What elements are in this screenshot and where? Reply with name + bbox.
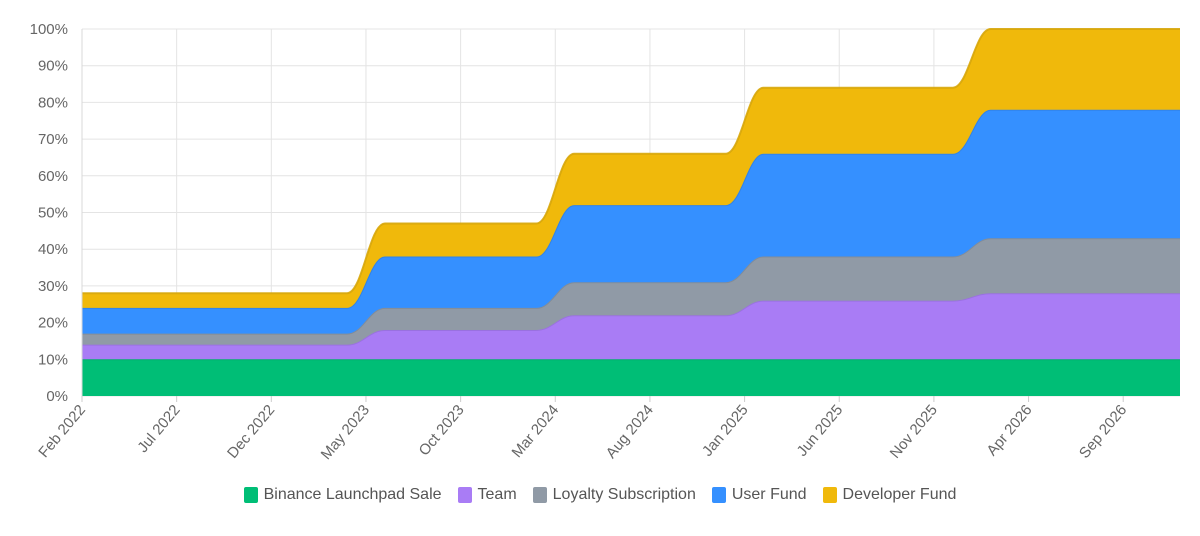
line-developer-fund	[81, 27, 1180, 295]
y-tick-label: 60%	[38, 168, 68, 185]
legend-swatch	[457, 487, 472, 503]
legend-item[interactable]: Developer Fund	[822, 486, 957, 504]
area-user-fund	[82, 109, 1180, 334]
x-tick-label: Aug 2024	[603, 402, 657, 462]
x-tick-label: Apr 2026	[983, 402, 1035, 460]
legend-label: Team	[477, 486, 517, 503]
legend-swatch	[822, 487, 837, 503]
chart-plot: 0% 10% 20% 30% 40% 50% 60% 70% 80% 90% 100% Feb 202…	[30, 21, 1180, 463]
y-tick-label: 80%	[38, 94, 68, 111]
legend-item[interactable]: Binance Launchpad Sale	[243, 486, 442, 504]
area-developer-fund	[82, 29, 1180, 308]
x-tick-label: Jan 2025	[699, 402, 752, 460]
x-tick-label: Mar 2024	[509, 402, 563, 461]
area-binance-launchpad-sale	[82, 359, 1180, 396]
legend-swatch	[243, 487, 258, 503]
area-loyalty-subscription	[82, 238, 1180, 345]
y-tick-label: 10%	[38, 351, 68, 368]
y-tick-label: 30%	[38, 278, 68, 295]
x-tick-label: Dec 2022	[224, 402, 278, 462]
legend-swatch	[711, 487, 726, 503]
x-tick-label: May 2023	[318, 402, 373, 463]
y-tick-label: 70%	[38, 131, 68, 148]
legend: Binance Launchpad Sale Team Loyalty Subscr…	[0, 486, 1200, 504]
x-tick-label: Jul 2022	[134, 402, 183, 456]
y-tick-label: 0%	[46, 388, 68, 405]
legend-item[interactable]: Team	[457, 486, 517, 504]
legend-label: Loyalty Subscription	[552, 486, 696, 503]
x-tick-label: Sep 2026	[1076, 402, 1130, 462]
x-tick-label: Oct 2023	[416, 402, 468, 460]
legend-swatch	[532, 487, 547, 503]
legend-label: Binance Launchpad Sale	[263, 486, 442, 503]
x-tick-label: Feb 2022	[35, 402, 89, 461]
legend-label: Developer Fund	[842, 486, 957, 503]
y-tick-label: 90%	[38, 58, 68, 75]
y-tick-label: 50%	[38, 205, 68, 222]
legend-item[interactable]: Loyalty Subscription	[532, 486, 696, 504]
x-tick-label: Jun 2025	[794, 402, 847, 460]
x-tick-label: Nov 2025	[887, 402, 941, 462]
legend-label: User Fund	[731, 486, 807, 503]
y-tick-label: 100%	[30, 21, 68, 38]
legend-item[interactable]: User Fund	[711, 486, 807, 504]
y-tick-label: 40%	[38, 241, 68, 258]
y-tick-label: 20%	[38, 315, 68, 332]
